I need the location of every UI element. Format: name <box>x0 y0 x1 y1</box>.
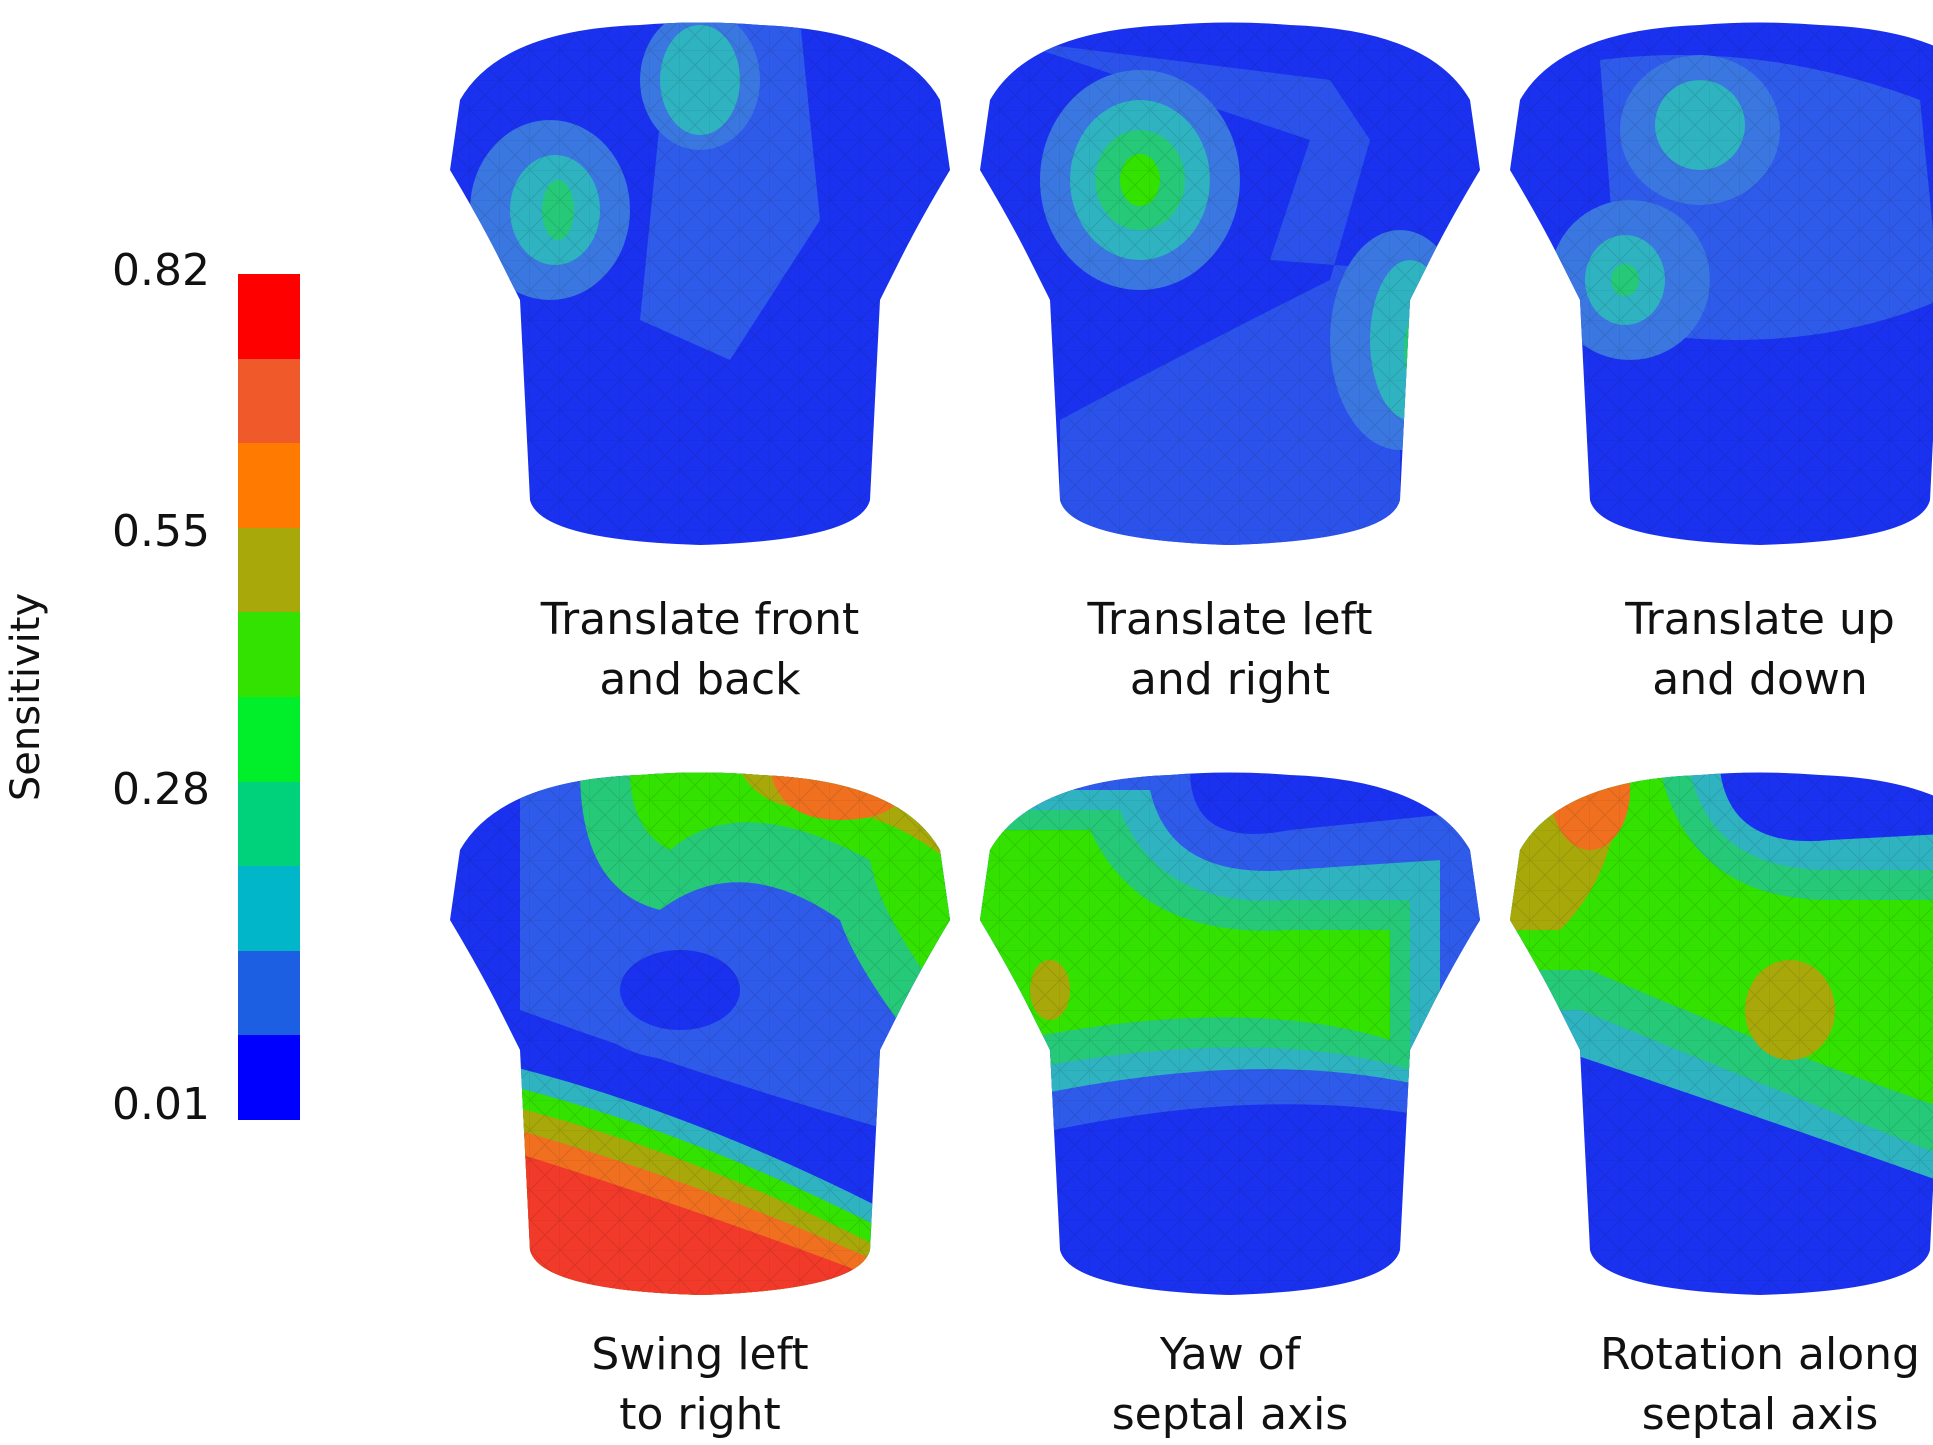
torso-heatmap <box>1510 22 1933 545</box>
panel-caption: Translate up and down <box>1500 590 1933 710</box>
panel-caption: Rotation along septal axis <box>1500 1325 1933 1445</box>
colorbar-axis-title: Sensitivity <box>3 592 49 802</box>
caption-line-1: Translate left <box>1087 594 1373 645</box>
panel-caption: Yaw of septal axis <box>970 1325 1490 1445</box>
panel-translate-up-down: Translate up and down <box>1500 20 1933 705</box>
caption-line-2: to right <box>619 1389 781 1440</box>
torso-heatmap <box>980 22 1480 545</box>
caption-line-2: septal axis <box>1111 1389 1349 1440</box>
panel-swing-left-right: Swing left to right <box>440 770 960 1440</box>
panel-caption: Swing left to right <box>440 1325 960 1445</box>
panel-translate-left-right: Translate left and right <box>970 20 1490 705</box>
colorbar-segment <box>238 696 300 782</box>
torso-heatmap <box>450 22 950 545</box>
colorbar-segment <box>238 1035 300 1120</box>
caption-line-1: Yaw of <box>1159 1329 1301 1380</box>
caption-line-1: Swing left <box>591 1329 809 1380</box>
caption-line-1: Translate up <box>1625 594 1895 645</box>
colorbar-gradient <box>238 274 300 1120</box>
caption-line-2: and back <box>599 654 801 705</box>
colorbar-segment <box>238 358 300 444</box>
caption-line-1: Rotation along <box>1600 1329 1920 1380</box>
torso-heatmap <box>1510 772 1933 1295</box>
colorbar-segment <box>238 274 300 359</box>
caption-line-2: and down <box>1652 654 1868 705</box>
panel-rotation-septal-axis: Rotation along septal axis <box>1500 770 1933 1440</box>
colorbar-segment <box>238 866 300 951</box>
colorbar-segment <box>238 950 300 1036</box>
caption-line-2: septal axis <box>1641 1389 1879 1440</box>
colorbar-tick-min: 0.01 <box>112 1079 210 1130</box>
colorbar-tick-3: 0.28 <box>112 764 210 815</box>
colorbar-tick-2: 0.55 <box>112 506 210 557</box>
panel-caption: Translate left and right <box>970 590 1490 710</box>
torso-heatmap <box>450 772 950 1295</box>
colorbar-segment <box>238 612 300 697</box>
panel-yaw-septal-axis: Yaw of septal axis <box>970 770 1490 1440</box>
colorbar-tick-max: 0.82 <box>112 245 210 296</box>
colorbar-segment <box>238 781 300 867</box>
torso-heatmap <box>980 772 1480 1295</box>
caption-line-1: Translate front <box>540 594 860 645</box>
colorbar-segment <box>238 443 300 528</box>
panel-translate-front-back: Translate front and back <box>440 20 960 705</box>
panel-caption: Translate front and back <box>440 590 960 710</box>
caption-line-2: and right <box>1129 654 1331 705</box>
colorbar-segment <box>238 527 300 613</box>
